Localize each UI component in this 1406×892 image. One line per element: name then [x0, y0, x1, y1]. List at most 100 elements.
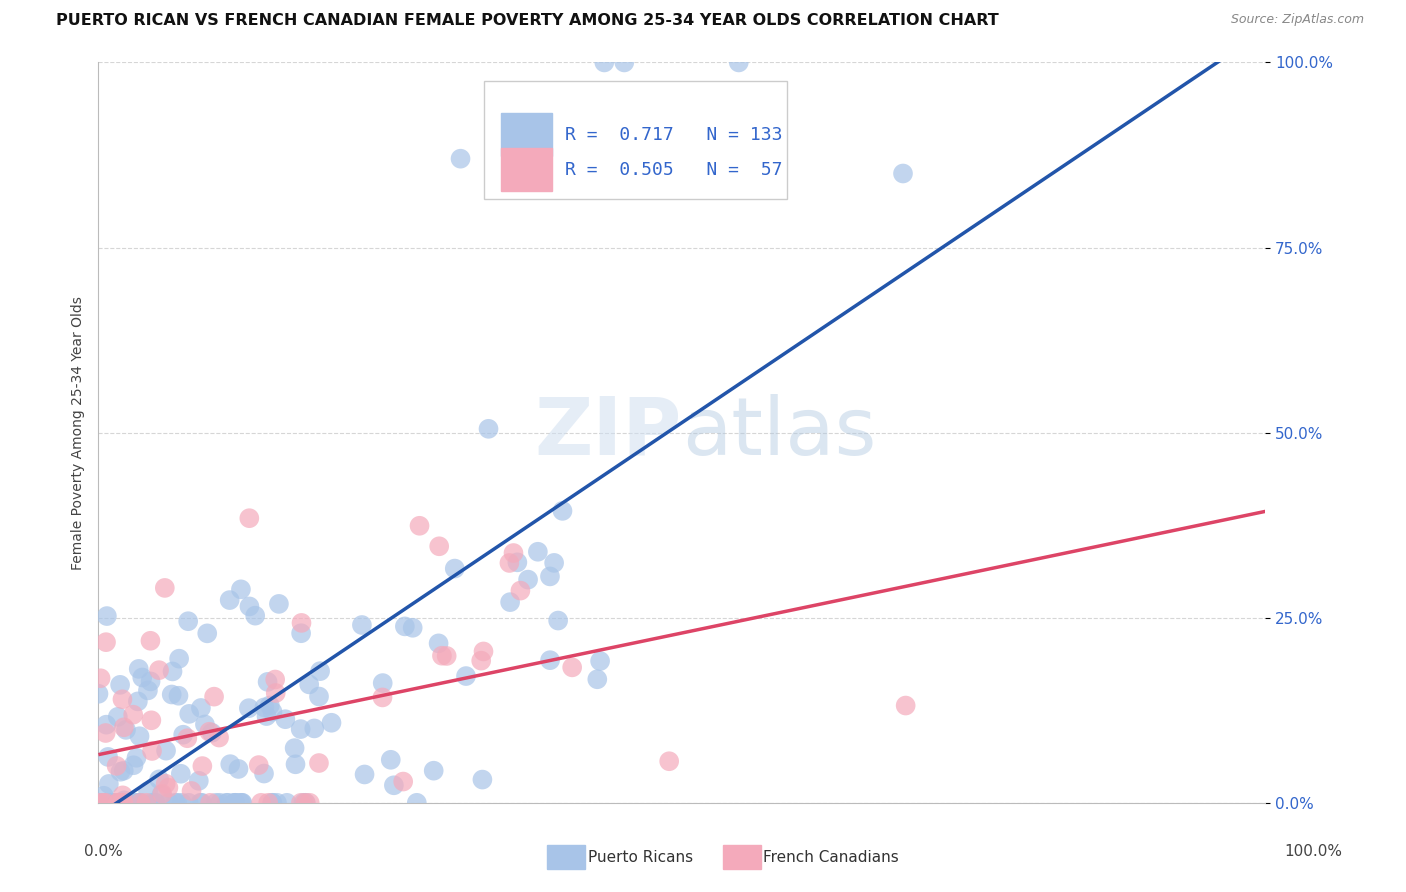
Point: [136, 784, 159, 798]
Point: [177, 614, 200, 628]
Point: [107, 796, 129, 810]
Point: [97, 750, 120, 764]
Text: R =  0.717   N = 133: R = 0.717 N = 133: [565, 126, 783, 144]
Point: [139, 633, 162, 648]
Point: [97, 796, 120, 810]
Point: [89, 796, 111, 810]
Point: [586, 673, 609, 687]
Y-axis label: Female Poverty Among 25-34 Year Olds: Female Poverty Among 25-34 Year Olds: [70, 295, 84, 570]
Point: [96, 609, 118, 624]
Point: [148, 663, 170, 677]
Point: [177, 796, 200, 810]
Text: atlas: atlas: [682, 393, 876, 472]
Text: Puerto Ricans: Puerto Ricans: [588, 850, 693, 864]
Point: [215, 796, 238, 810]
Point: [191, 759, 214, 773]
Point: [499, 595, 522, 609]
Point: [208, 796, 231, 810]
Point: [170, 766, 193, 780]
Point: [135, 796, 157, 810]
Point: [202, 690, 225, 704]
Point: [551, 504, 574, 518]
Point: [111, 692, 134, 706]
Point: [290, 626, 312, 640]
Point: [256, 674, 278, 689]
Point: [129, 796, 152, 810]
Point: [139, 674, 162, 689]
Point: [304, 722, 326, 736]
Point: [231, 796, 253, 810]
Point: [284, 757, 307, 772]
Point: [658, 754, 681, 768]
Point: [179, 706, 201, 721]
Point: [166, 796, 188, 810]
Point: [756, 129, 779, 144]
Point: [443, 561, 465, 575]
Point: [727, 55, 749, 70]
Point: [394, 619, 416, 633]
Point: [96, 717, 118, 731]
Point: [436, 648, 458, 663]
Point: [405, 796, 427, 810]
Point: [93, 796, 115, 810]
Point: [143, 796, 166, 810]
Point: [112, 793, 135, 807]
Point: [250, 796, 273, 810]
Point: [264, 686, 287, 700]
Point: [294, 796, 316, 810]
Point: [408, 518, 430, 533]
Point: [94, 726, 117, 740]
Point: [90, 671, 112, 685]
Point: [131, 671, 153, 685]
FancyBboxPatch shape: [501, 112, 553, 156]
Text: R =  0.505   N =  57: R = 0.505 N = 57: [565, 161, 783, 178]
Point: [176, 731, 198, 746]
Point: [290, 615, 312, 630]
Point: [471, 772, 494, 787]
Text: Source: ZipAtlas.com: Source: ZipAtlas.com: [1230, 13, 1364, 27]
Point: [167, 689, 190, 703]
Point: [112, 796, 135, 810]
Point: [208, 731, 231, 745]
Text: PUERTO RICAN VS FRENCH CANADIAN FEMALE POVERTY AMONG 25-34 YEAR OLDS CORRELATION: PUERTO RICAN VS FRENCH CANADIAN FEMALE P…: [56, 13, 1000, 29]
Point: [891, 166, 914, 180]
Point: [187, 773, 209, 788]
Point: [262, 705, 284, 719]
Point: [217, 796, 239, 810]
Point: [298, 677, 321, 691]
Point: [180, 784, 202, 798]
Point: [127, 796, 149, 810]
Point: [155, 777, 177, 791]
FancyBboxPatch shape: [501, 147, 553, 191]
Point: [290, 796, 312, 810]
Point: [392, 774, 415, 789]
Point: [107, 796, 129, 810]
Point: [136, 683, 159, 698]
Point: [224, 796, 246, 810]
Point: [238, 701, 260, 715]
Point: [450, 152, 472, 166]
Point: [229, 796, 252, 810]
Point: [538, 569, 561, 583]
Point: [111, 796, 134, 810]
Point: [472, 644, 495, 658]
Point: [253, 700, 276, 714]
Point: [141, 714, 163, 728]
Point: [150, 788, 173, 802]
Point: [89, 796, 111, 810]
Point: [172, 728, 194, 742]
Point: [371, 690, 394, 705]
Point: [543, 556, 565, 570]
Point: [112, 720, 135, 734]
Point: [224, 796, 246, 810]
Point: [402, 621, 425, 635]
Point: [502, 546, 524, 560]
Point: [593, 55, 616, 70]
Point: [894, 698, 917, 713]
Point: [247, 758, 270, 772]
Point: [170, 796, 193, 810]
Point: [195, 626, 218, 640]
Point: [228, 762, 250, 776]
Point: [517, 573, 540, 587]
Point: [231, 796, 253, 810]
